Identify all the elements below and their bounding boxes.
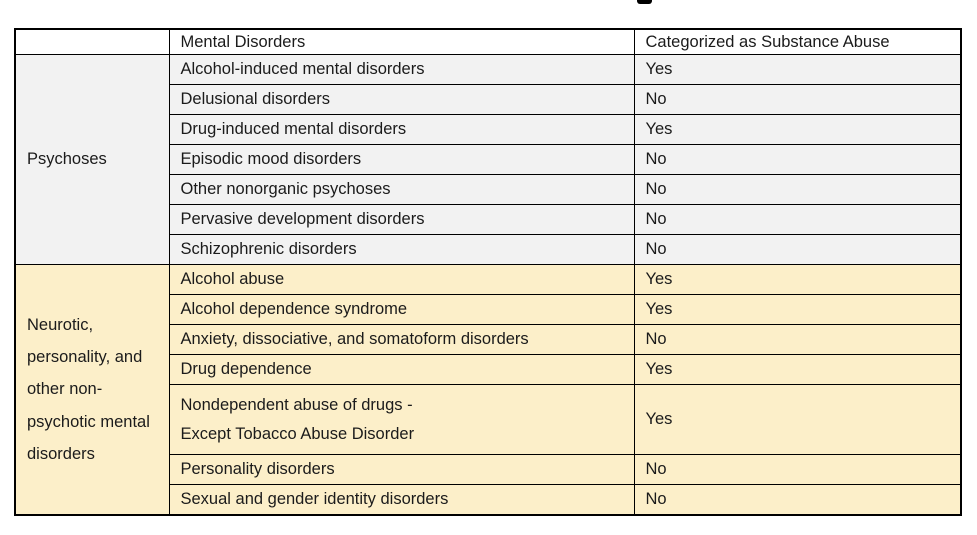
- substance-abuse-cell: No: [633, 144, 962, 175]
- table-row: Nondependent abuse of drugs - Except Tob…: [15, 384, 962, 455]
- disorder-cell: Delusional disorders: [168, 84, 635, 115]
- disorder-cell: Alcohol dependence syndrome: [168, 294, 635, 325]
- table-row: Drug-induced mental disorders Yes: [15, 114, 962, 145]
- header-mental-disorders: Mental Disorders: [168, 28, 635, 55]
- substance-abuse-cell: No: [633, 454, 962, 485]
- substance-abuse-cell: No: [633, 174, 962, 205]
- header-empty-cell: [14, 28, 170, 55]
- disorder-cell: Sexual and gender identity disorders: [168, 483, 635, 516]
- substance-abuse-cell: Yes: [633, 114, 962, 145]
- substance-abuse-cell: Yes: [633, 354, 962, 385]
- substance-abuse-cell: Yes: [633, 264, 962, 295]
- table-row: Psychoses Alcohol-induced mental disorder…: [14, 54, 962, 265]
- table-row: Drug dependence Yes: [15, 354, 962, 385]
- table-row: Neurotic, personality, and other non-psy…: [14, 263, 962, 516]
- table-body: Psychoses Alcohol-induced mental disorder…: [14, 54, 962, 516]
- disorder-table: Mental Disorders Categorized as Substanc…: [14, 28, 962, 516]
- disorder-cell: Schizophrenic disorders: [168, 234, 635, 265]
- disorder-cell: Alcohol-induced mental disorders: [168, 54, 635, 85]
- disorder-cell: Personality disorders: [168, 454, 635, 485]
- substance-abuse-cell: No: [633, 204, 962, 235]
- disorder-cell: Alcohol abuse: [168, 264, 635, 295]
- header-row: Mental Disorders Categorized as Substanc…: [14, 28, 962, 55]
- group-label: Psychoses: [14, 54, 170, 265]
- disorder-cell: Drug-induced mental disorders: [168, 114, 635, 145]
- disorder-cell: Anxiety, dissociative, and somatoform di…: [168, 324, 635, 355]
- disorder-cell: Other nonorganic psychoses: [168, 174, 635, 205]
- cropped-title-fragment: [637, 0, 652, 4]
- disorder-cell: Pervasive development disorders: [168, 204, 635, 235]
- disorder-cell: Episodic mood disorders: [168, 144, 635, 175]
- table-row: Sexual and gender identity disorders No: [15, 483, 962, 516]
- substance-abuse-cell: No: [633, 234, 962, 265]
- substance-abuse-cell: No: [633, 483, 962, 516]
- table-row: Personality disorders No: [15, 454, 962, 485]
- disorder-cell: Nondependent abuse of drugs - Except Tob…: [168, 384, 635, 455]
- table-row: Other nonorganic psychoses No: [15, 174, 962, 205]
- substance-abuse-cell: Yes: [633, 54, 962, 85]
- disorder-cell: Drug dependence: [168, 354, 635, 385]
- header-substance-abuse: Categorized as Substance Abuse: [633, 28, 962, 55]
- substance-abuse-cell: No: [633, 84, 962, 115]
- table-row: Anxiety, dissociative, and somatoform di…: [15, 324, 962, 355]
- substance-abuse-cell: No: [633, 324, 962, 355]
- table-row: Delusional disorders No: [15, 84, 962, 115]
- substance-abuse-cell: Yes: [633, 294, 962, 325]
- group-label: Neurotic, personality, and other non-psy…: [14, 263, 170, 516]
- substance-abuse-cell: Yes: [633, 384, 962, 455]
